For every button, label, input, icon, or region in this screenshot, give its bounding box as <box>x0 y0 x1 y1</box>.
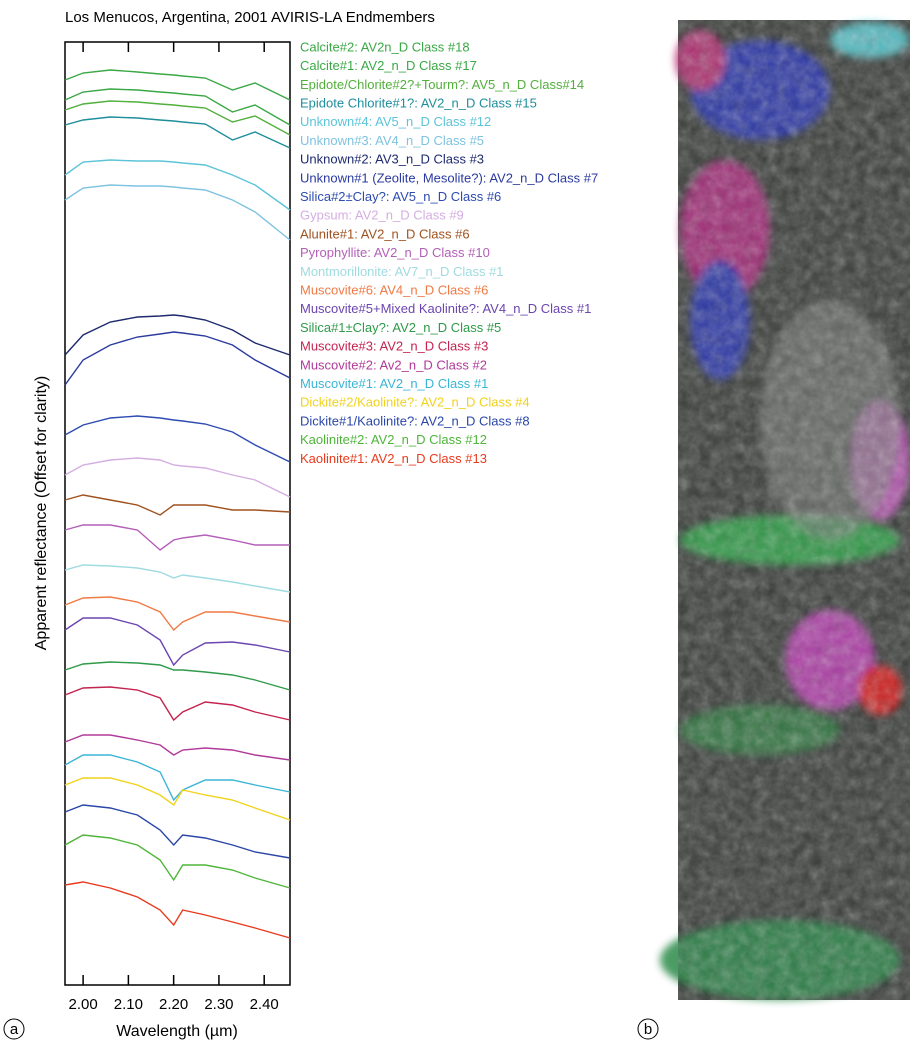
legend-entry: Dickite#2/Kaolinite?: AV2_n_D Class #4 <box>300 395 530 410</box>
spectrum-line <box>64 661 291 691</box>
legend-entry: Muscovite#1: AV2_n_D Class #1 <box>300 376 488 391</box>
x-tick-label: 2.00 <box>69 996 98 1013</box>
spectrum-line <box>64 100 291 136</box>
legend-entry: Dickite#1/Kaolinite?: AV2_n_D Class #8 <box>300 413 530 428</box>
spectrum-line <box>64 754 291 802</box>
legend-entry: Alunite#1: AV2_n_D Class #6 <box>300 226 470 241</box>
spectrum-line <box>64 734 291 761</box>
spectrum-line <box>64 457 291 498</box>
x-tick-label: 2.20 <box>159 996 188 1013</box>
spectrum-line <box>64 596 291 632</box>
chart-title: Los Menucos, Argentina, 2001 AVIRIS-LA E… <box>65 9 435 26</box>
spectrum-line <box>64 777 291 821</box>
legend-entry: Unknown#2: AV3_n_D Class #3 <box>300 152 484 167</box>
legend-entry: Montmorillonite: AV7_n_D Class #1 <box>300 264 504 279</box>
spectrum-line <box>64 184 291 241</box>
legend-entry: Kaolinite#1: AV2_n_D Class #13 <box>300 451 487 466</box>
spectrum-line <box>64 686 291 722</box>
spectrum-line <box>64 88 291 126</box>
legend-entry: Calcite#2: AV2n_D Class #18 <box>300 39 470 54</box>
legend-entry: Epidote/Chlorite#2?+Tourm?: AV5_n_D Clas… <box>300 77 584 92</box>
spectrum-line <box>64 116 291 149</box>
legend-entry: Muscovite#6: AV4_n_D Class #6 <box>300 283 488 298</box>
spectrum-line <box>64 331 291 386</box>
legend-entry: Unknown#3: AV4_n_D Class #5 <box>300 133 484 148</box>
spectrum-line <box>64 564 291 593</box>
plot-frame <box>64 41 291 986</box>
legend-entry: Muscovite#5+Mixed Kaolinite?: AV4_n_D Cl… <box>300 301 591 316</box>
legend-entry: Silica#2±Clay?: AV5_n_D Class #6 <box>300 189 501 204</box>
legend-entry: Kaolinite#2: AV2_n_D Class #12 <box>300 432 487 447</box>
legend-entry: Unknown#1 (Zeolite, Mesolite?): AV2_n_D … <box>300 170 598 185</box>
spectrum-line <box>64 834 291 889</box>
legend-entry: Gypsum: AV2_n_D Class #9 <box>300 208 464 223</box>
spectrum-line <box>64 524 290 551</box>
classification-image <box>660 20 910 1000</box>
spectrum-line <box>64 804 291 859</box>
image-texture <box>678 20 910 1000</box>
legend-entry: Unknown#4: AV5_n_D Class #12 <box>300 114 491 129</box>
spectrum-line <box>64 881 291 939</box>
spectrum-line <box>64 69 291 101</box>
legend-entry: Pyrophyllite: AV2_n_D Class #10 <box>300 245 490 260</box>
x-tick-label: 2.40 <box>250 996 279 1013</box>
spectrum-line <box>64 494 291 516</box>
panel-circle <box>637 1018 659 1040</box>
panel-label: a <box>10 1021 19 1038</box>
spectrum-line <box>64 159 291 211</box>
legend-entry: Silica#1±Clay?: AV2_n_D Class #5 <box>300 320 501 335</box>
legend-entry: Epidote Chlorite#1?: AV2_n_D Class #15 <box>300 96 537 111</box>
x-tick-label: 2.30 <box>204 996 233 1013</box>
spectrum-line <box>64 617 291 667</box>
panel-label: b <box>644 1021 652 1038</box>
legend-entry: Muscovite#3: AV2_n_D Class #3 <box>300 339 488 354</box>
legend-entry: Muscovite#2: Av2_n_D Class #2 <box>300 357 487 372</box>
x-axis-label: Wavelength (µm) <box>116 1023 238 1040</box>
y-axis-label: Apparent reflectance (Offset for clarity… <box>33 376 50 650</box>
legend-entry: Calcite#1: AV2_n_D Class #17 <box>300 58 477 73</box>
spectrum-line <box>64 314 291 356</box>
x-tick-label: 2.10 <box>114 996 143 1013</box>
spectrum-line <box>64 415 291 463</box>
panel-circle <box>3 1018 25 1040</box>
